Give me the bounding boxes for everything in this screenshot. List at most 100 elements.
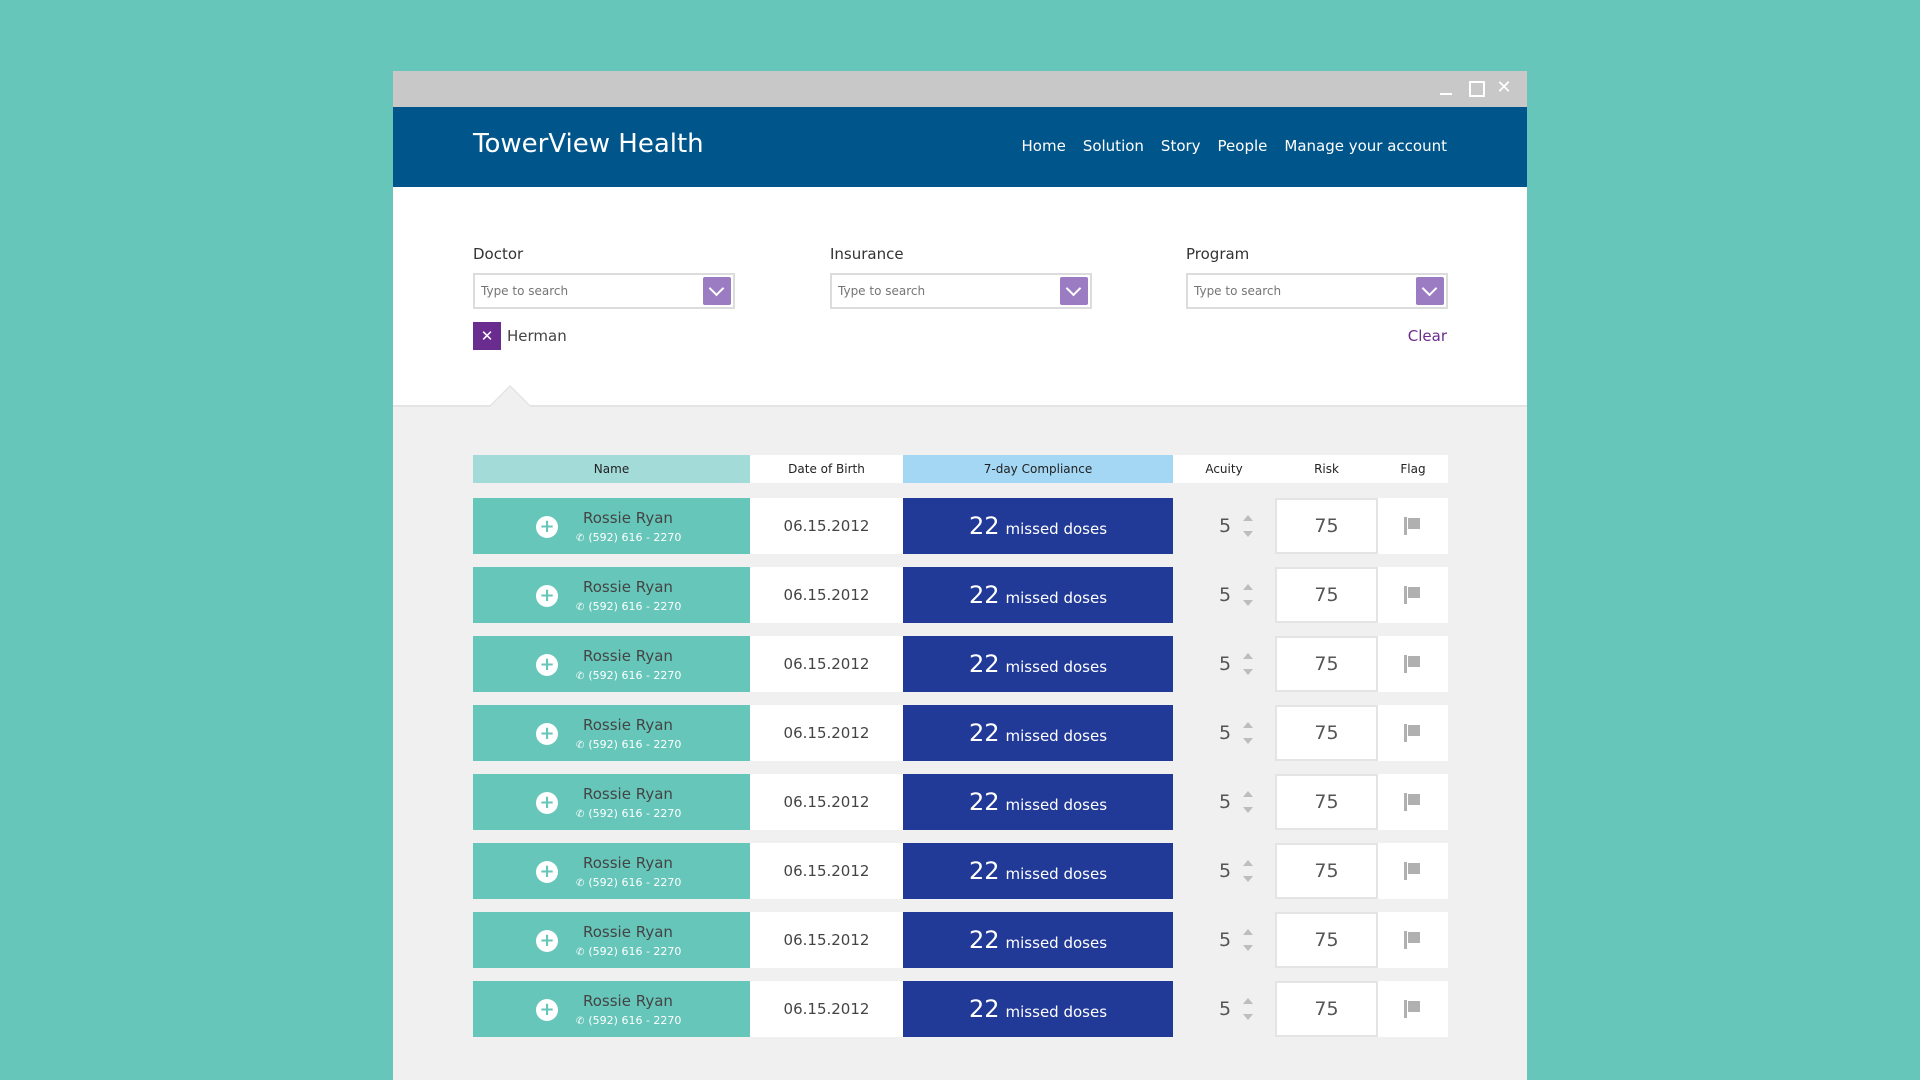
missed-count: 22 xyxy=(968,857,1000,885)
header-flag[interactable]: Flag xyxy=(1378,455,1448,483)
acuity-value: 5 xyxy=(1219,722,1232,744)
program-select[interactable] xyxy=(1186,273,1448,309)
risk-field[interactable]: 75 xyxy=(1275,981,1378,1037)
table-row: + Rossie Ryan ✆ (592) 616 - 2270 06.15.20… xyxy=(473,636,1448,692)
insurance-search-input[interactable] xyxy=(832,275,1052,307)
flag-cell xyxy=(1378,843,1448,899)
table-row: + Rossie Ryan ✆ (592) 616 - 2270 06.15.20… xyxy=(473,705,1448,761)
flag-icon[interactable] xyxy=(1404,586,1422,604)
table-row: + Rossie Ryan ✆ (592) 616 - 2270 06.15.20… xyxy=(473,567,1448,623)
phone-icon: ✆ xyxy=(576,602,585,613)
plus-circle-icon[interactable]: + xyxy=(536,654,558,676)
compliance-cell: 22 missed doses xyxy=(903,981,1173,1037)
program-filter: Program xyxy=(1186,245,1448,309)
flag-icon[interactable] xyxy=(1404,517,1422,535)
patient-name: Rossie Ryan xyxy=(583,509,673,527)
patient-phone: ✆ (592) 616 - 2270 xyxy=(576,738,681,751)
risk-field[interactable]: 75 xyxy=(1275,843,1378,899)
insurance-select[interactable] xyxy=(830,273,1092,309)
phone-number: (592) 616 - 2270 xyxy=(588,945,682,958)
phone-number: (592) 616 - 2270 xyxy=(588,876,682,889)
chevron-down-icon[interactable] xyxy=(1243,669,1253,675)
header-dob[interactable]: Date of Birth xyxy=(750,455,903,483)
risk-field[interactable]: 75 xyxy=(1275,705,1378,761)
flag-icon[interactable] xyxy=(1404,1000,1422,1018)
missed-count: 22 xyxy=(968,926,1000,954)
flag-cell xyxy=(1378,498,1448,554)
risk-field[interactable]: 75 xyxy=(1275,774,1378,830)
header-acuity[interactable]: Acuity xyxy=(1173,455,1275,483)
table-header: Name Date of Birth 7-day Compliance Acui… xyxy=(473,455,1448,483)
chevron-down-icon[interactable] xyxy=(1060,277,1088,305)
nav-home[interactable]: Home xyxy=(1021,137,1066,155)
doctor-search-input[interactable] xyxy=(475,275,695,307)
close-icon[interactable]: ✕ xyxy=(1496,77,1512,98)
program-search-input[interactable] xyxy=(1188,275,1408,307)
risk-field[interactable]: 75 xyxy=(1275,912,1378,968)
doctor-label: Doctor xyxy=(473,245,524,263)
phone-number: (592) 616 - 2270 xyxy=(588,600,682,613)
flag-icon[interactable] xyxy=(1404,931,1422,949)
flag-icon[interactable] xyxy=(1404,655,1422,673)
plus-circle-icon[interactable]: + xyxy=(536,861,558,883)
phone-number: (592) 616 - 2270 xyxy=(588,807,682,820)
header-name[interactable]: Name xyxy=(473,455,750,483)
plus-circle-icon[interactable]: + xyxy=(536,723,558,745)
doctor-filter: Doctor xyxy=(473,245,735,309)
chevron-up-icon[interactable] xyxy=(1243,584,1253,590)
phone-number: (592) 616 - 2270 xyxy=(588,531,682,544)
clear-button[interactable]: Clear xyxy=(1407,327,1447,345)
flag-icon[interactable] xyxy=(1404,862,1422,880)
patient-phone: ✆ (592) 616 - 2270 xyxy=(576,1014,681,1027)
nav-solution[interactable]: Solution xyxy=(1082,137,1144,155)
chevron-down-icon[interactable] xyxy=(703,277,731,305)
compliance-cell: 22 missed doses xyxy=(903,636,1173,692)
chevron-down-icon[interactable] xyxy=(1416,277,1444,305)
plus-circle-icon[interactable]: + xyxy=(536,585,558,607)
plus-circle-icon[interactable]: + xyxy=(536,999,558,1021)
chevron-down-icon[interactable] xyxy=(1243,1014,1253,1020)
compliance-cell: 22 missed doses xyxy=(903,498,1173,554)
chevron-up-icon[interactable] xyxy=(1243,929,1253,935)
compliance-cell: 22 missed doses xyxy=(903,705,1173,761)
risk-field[interactable]: 75 xyxy=(1275,567,1378,623)
chevron-down-icon[interactable] xyxy=(1243,807,1253,813)
header-compliance[interactable]: 7-day Compliance xyxy=(903,455,1173,483)
nav-people[interactable]: People xyxy=(1217,137,1268,155)
acuity-cell: 5 xyxy=(1173,567,1275,623)
nav-manage-account[interactable]: Manage your account xyxy=(1284,137,1447,155)
close-icon[interactable]: ✕ xyxy=(473,322,501,350)
chevron-up-icon[interactable] xyxy=(1243,653,1253,659)
chevron-up-icon[interactable] xyxy=(1243,791,1253,797)
table-row: + Rossie Ryan ✆ (592) 616 - 2270 06.15.20… xyxy=(473,981,1448,1037)
chevron-up-icon[interactable] xyxy=(1243,515,1253,521)
chevron-down-icon[interactable] xyxy=(1243,945,1253,951)
risk-field[interactable]: 75 xyxy=(1275,498,1378,554)
chevron-down-icon[interactable] xyxy=(1243,531,1253,537)
nav-story[interactable]: Story xyxy=(1160,137,1201,155)
maximize-icon[interactable] xyxy=(1465,78,1485,98)
plus-circle-icon[interactable]: + xyxy=(536,516,558,538)
dob-cell: 06.15.2012 xyxy=(750,843,903,899)
flag-icon[interactable] xyxy=(1404,793,1422,811)
chevron-down-icon[interactable] xyxy=(1243,600,1253,606)
flag-icon[interactable] xyxy=(1404,724,1422,742)
phone-icon: ✆ xyxy=(576,740,585,751)
risk-field[interactable]: 75 xyxy=(1275,636,1378,692)
minimize-icon[interactable] xyxy=(1436,78,1456,98)
chevron-down-icon[interactable] xyxy=(1243,876,1253,882)
dob-cell: 06.15.2012 xyxy=(750,705,903,761)
name-cell: + Rossie Ryan ✆ (592) 616 - 2270 xyxy=(473,705,750,761)
chevron-down-icon[interactable] xyxy=(1243,738,1253,744)
acuity-cell: 5 xyxy=(1173,636,1275,692)
header-risk[interactable]: Risk xyxy=(1275,455,1378,483)
missed-count: 22 xyxy=(968,581,1000,609)
chevron-up-icon[interactable] xyxy=(1243,998,1253,1004)
chevron-up-icon[interactable] xyxy=(1243,860,1253,866)
plus-circle-icon[interactable]: + xyxy=(536,792,558,814)
doctor-select[interactable] xyxy=(473,273,735,309)
chevron-up-icon[interactable] xyxy=(1243,722,1253,728)
patient-name: Rossie Ryan xyxy=(583,578,673,596)
plus-circle-icon[interactable]: + xyxy=(536,930,558,952)
compliance-cell: 22 missed doses xyxy=(903,567,1173,623)
